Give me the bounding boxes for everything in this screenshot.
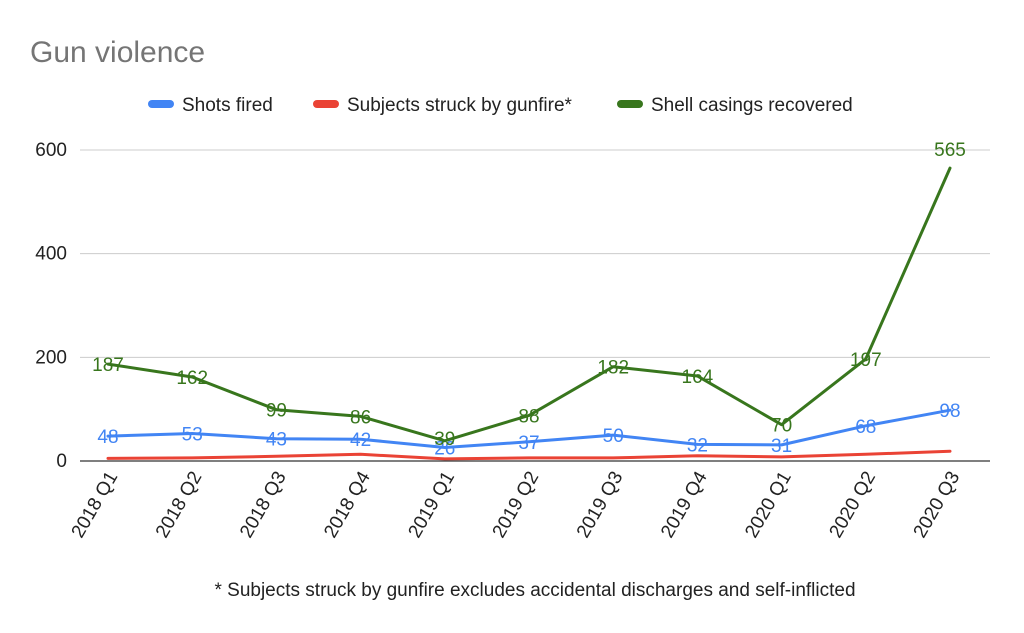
legend-label-shell-casings-recovered: Shell casings recovered — [651, 95, 853, 116]
series-line-shell-casings-recovered — [108, 168, 950, 441]
data-label-shell-casings-recovered: 88 — [518, 406, 539, 427]
legend: Shots fired Subjects struck by gunfire* Sh… — [148, 95, 853, 116]
x-tick-label: 2019 Q2 — [489, 468, 544, 542]
data-label-shots-fired: 43 — [266, 430, 287, 451]
data-label-shell-casings-recovered: 39 — [434, 429, 455, 450]
data-label-shell-casings-recovered: 197 — [850, 350, 882, 371]
x-tick-label: 2019 Q1 — [404, 468, 459, 542]
data-label-shell-casings-recovered: 182 — [597, 358, 629, 379]
legend-swatch-shots-fired — [148, 100, 174, 108]
data-label-shell-casings-recovered: 164 — [682, 367, 714, 388]
legend-swatch-shell-casings-recovered — [617, 100, 643, 108]
x-tick-label: 2020 Q1 — [741, 468, 796, 542]
data-label-shots-fired: 50 — [603, 426, 624, 447]
x-tick-label: 2018 Q2 — [152, 468, 207, 542]
data-label-shell-casings-recovered: 565 — [934, 140, 966, 161]
x-tick-label: 2018 Q3 — [236, 468, 291, 542]
data-label-shell-casings-recovered: 162 — [176, 368, 208, 389]
y-tick-label: 400 — [35, 244, 67, 265]
data-label-shots-fired: 53 — [182, 425, 203, 446]
y-tick-label: 600 — [35, 140, 67, 161]
x-tick-label: 2019 Q4 — [657, 468, 712, 542]
x-tick-label: 2020 Q3 — [910, 468, 965, 542]
gridlines — [80, 150, 990, 357]
y-tick-label: 200 — [35, 347, 67, 368]
data-label-shots-fired: 32 — [687, 435, 708, 456]
data-label-shots-fired: 42 — [350, 430, 371, 451]
legend-swatch-subjects-struck-by-gunfire — [313, 100, 339, 108]
legend-label-subjects-struck-by-gunfire: Subjects struck by gunfire* — [347, 95, 573, 116]
x-tick-label: 2018 Q1 — [68, 468, 123, 542]
data-label-shots-fired: 98 — [939, 401, 960, 422]
legend-label-shots-fired: Shots fired — [182, 95, 273, 116]
data-label-shell-casings-recovered: 86 — [350, 407, 371, 428]
data-label-shell-casings-recovered: 70 — [771, 416, 792, 437]
x-tick-label: 2018 Q4 — [320, 468, 375, 542]
x-tick-label: 2020 Q2 — [825, 468, 880, 542]
footnote: * Subjects struck by gunfire excludes ac… — [214, 580, 855, 601]
x-tick-label: 2019 Q3 — [573, 468, 628, 542]
line-chart: Gun violence Shots fired Subjects struck … — [0, 0, 1024, 633]
x-axis-ticks: 2018 Q1 2018 Q2 2018 Q3 2018 Q4 2019 Q1 2019 … — [68, 468, 965, 542]
data-label-shots-fired: 68 — [855, 417, 876, 438]
chart-title: Gun violence — [30, 36, 205, 69]
data-label-shots-fired: 31 — [771, 436, 792, 457]
y-tick-label: 0 — [56, 451, 67, 472]
data-label-shell-casings-recovered: 187 — [92, 355, 124, 376]
y-axis-ticks: 0 200 400 600 — [35, 140, 67, 472]
data-label-shots-fired: 48 — [97, 427, 118, 448]
data-label-shell-casings-recovered: 99 — [266, 401, 287, 422]
data-label-shots-fired: 37 — [518, 433, 539, 454]
